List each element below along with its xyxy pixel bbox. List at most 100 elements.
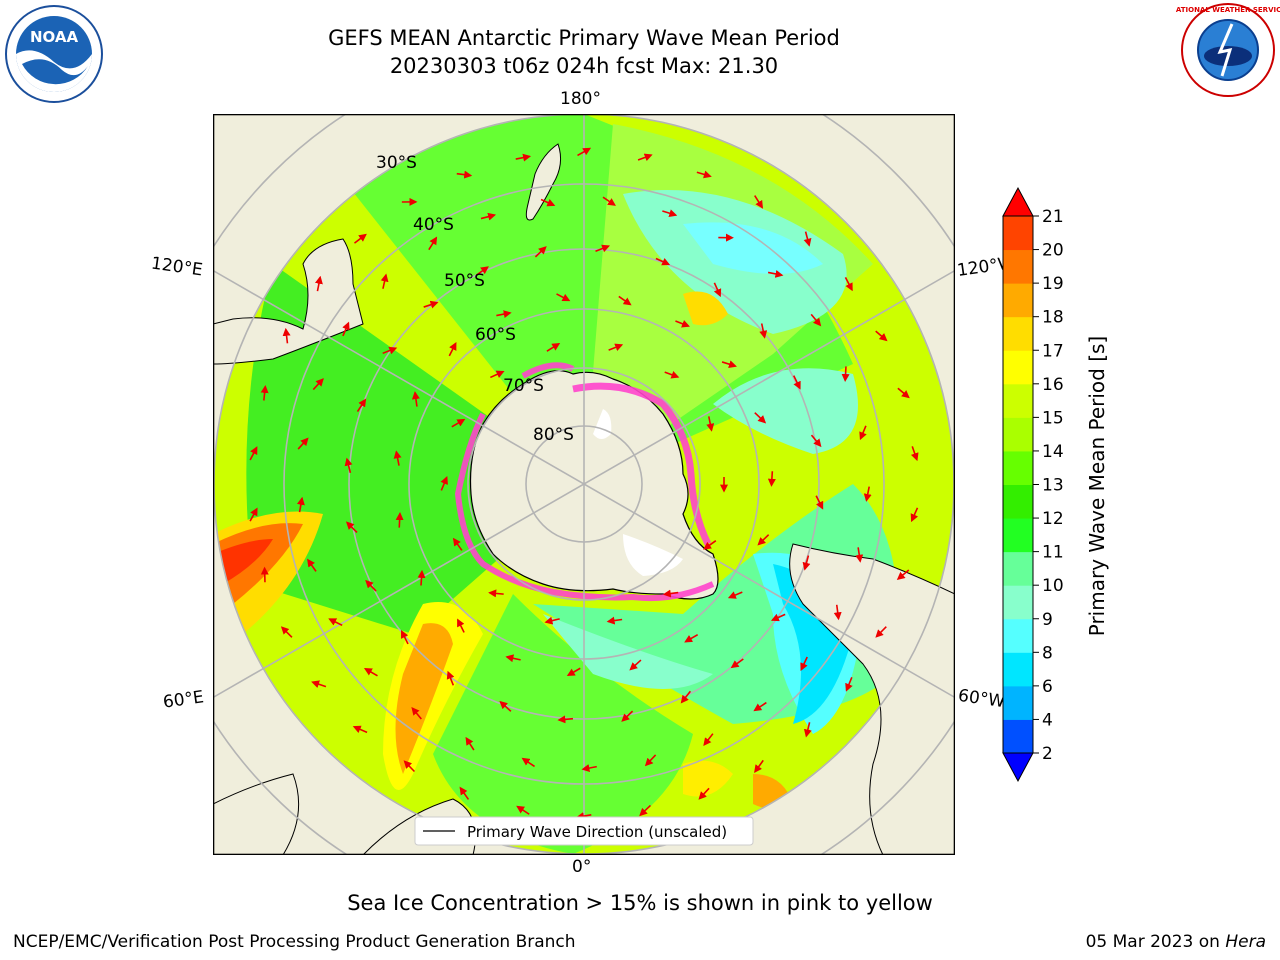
colorbar-tick-label: 11 [1042,543,1064,563]
wave-arrow [516,805,530,815]
wave-arrow [810,434,822,448]
wave-arrow [457,618,465,633]
wave-arrow [675,320,690,328]
wave-arrow [403,760,416,773]
polar-map: Primary Wave Direction (unscaled) 30°S 4… [213,114,955,855]
wave-arrow [800,656,808,672]
wave-arrow [260,384,269,401]
wave-arrow [345,521,358,534]
colorbar-tick-label: 8 [1042,643,1053,663]
footer-date: 05 Mar 2023 on Hera [1086,932,1266,952]
wave-arrow [249,507,258,522]
wave-arrow [401,629,409,645]
wave-arrow [608,343,624,352]
colorbar-tick-label: 13 [1042,476,1064,496]
wave-arrow [810,313,822,327]
colorbar-cell [1003,450,1033,485]
wave-arrow [456,170,473,179]
colorbar-tick-label: 17 [1042,341,1064,361]
wave-arrow [411,707,422,720]
wave-arrow [833,604,842,621]
wave-arrow [759,323,768,339]
colorbar-cell [1003,685,1033,720]
wave-arrow [540,198,556,207]
colorbar-cell [1003,417,1033,452]
nws-logo-text: NATIONAL WEATHER SERVICE [1176,6,1280,14]
wave-arrow [753,701,767,712]
wave-arrow [465,736,475,751]
legend-label: Primary Wave Direction (unscaled) [467,823,727,841]
wave-arrow [451,418,466,428]
wave-arrow [312,378,324,391]
colorbar-tick-label: 21 [1042,207,1064,227]
colorbar-cell [1003,585,1033,620]
wave-arrow [841,366,850,382]
wave-arrow [315,275,323,292]
wave-arrow [296,496,305,513]
wave-arrow [505,654,521,663]
south-america [789,543,955,855]
colorbar-tick-label: 12 [1042,509,1064,529]
wave-arrow [713,282,722,298]
colorbar: 2 4 6 8 9 10 11 12 13 14 15 16 17 18 19 20 21 [1002,186,1064,783]
wave-arrow [382,346,398,355]
wave-arrow [606,616,623,625]
wave-arrow [595,244,611,253]
wave-arrow [353,233,367,244]
wave-arrow [446,670,455,686]
colorbar-tick-label: 14 [1042,442,1064,462]
wave-arrow [896,569,910,580]
wave-arrow [754,759,764,774]
wave-arrow [249,446,258,461]
colorbar-cell [1003,383,1033,418]
lat-label-50s: 50°S [444,271,485,291]
wave-arrow [282,327,291,344]
footer-credit: NCEP/EMC/Verification Post Processing Pr… [13,932,576,952]
lat-label-40s: 40°S [413,215,454,235]
africa [213,773,300,855]
wave-arrow [727,591,743,599]
wave-arrow [428,236,438,251]
wave-arrow [534,246,547,258]
wave-arrow [662,209,678,218]
lat-label-80s: 80°S [533,425,574,445]
lon-label-180: 180° [560,89,601,109]
lon-label-60e: 60°E [161,687,206,713]
footer-host: Hera [1225,932,1266,952]
ice-shelf [593,409,612,439]
wave-arrow [440,476,448,491]
wave-arrow [767,269,784,278]
wave-arrow [307,558,317,572]
wave-arrow [815,495,824,510]
wave-arrow [557,715,574,724]
wave-arrow [395,512,404,528]
wave-direction-arrows [249,147,919,821]
nws-logo: NATIONAL WEATHER SERVICE [1176,3,1280,97]
wave-arrow [802,555,811,571]
lat-label-70s: 70°S [503,376,544,396]
wave-arrow [662,589,679,598]
colorbar-cell [1003,249,1033,284]
wave-arrow [910,446,919,462]
lon-label-120e: 120°E [149,253,204,281]
colorbar-tick-label: 9 [1042,610,1053,630]
wave-arrow [803,722,812,738]
wave-arrow [352,725,368,734]
new-zealand [525,143,562,221]
wave-arrow [566,667,581,677]
wave-arrow [344,457,353,473]
map-subtitle: 20230303 t06z 024h fcst Max: 21.30 [389,54,779,78]
wave-arrow [363,668,378,677]
map-title: GEFS MEAN Antarctic Primary Wave Mean Pe… [328,26,840,50]
wave-arrow [546,343,561,352]
wave-arrow [721,360,737,369]
wave-arrow [803,231,812,247]
wave-arrow [770,613,786,622]
ice-shelf-2 [623,534,683,576]
wave-arrow [581,764,597,772]
colorbar-cell [1003,316,1033,351]
legend-box [414,816,754,846]
noaa-logo: NOAA [5,5,103,103]
wave-arrow [297,437,309,450]
wave-arrow [423,300,439,309]
